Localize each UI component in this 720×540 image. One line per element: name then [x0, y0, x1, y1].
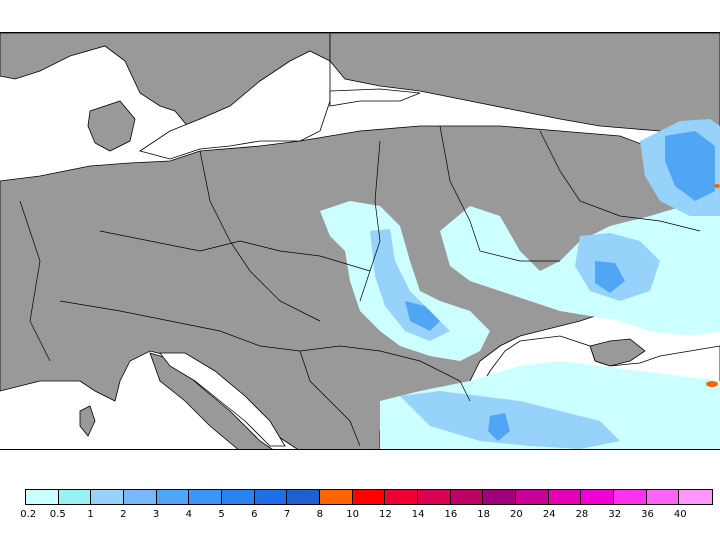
- legend-swatch: [156, 490, 190, 504]
- legend-tick-label: 40: [673, 509, 687, 520]
- legend-swatch: [450, 490, 484, 504]
- precipitation-layer: [320, 119, 720, 449]
- map-canvas: [0, 33, 720, 449]
- legend-swatch: [385, 490, 419, 504]
- precip-peak-2: [714, 184, 720, 188]
- legend-tick-label: 20: [510, 509, 523, 520]
- legend-swatch: [26, 490, 59, 504]
- legend-swatch: [418, 490, 451, 504]
- legend-swatch: [352, 490, 386, 504]
- legend-swatch: [124, 490, 157, 504]
- legend-tick-labels: 0.2 0.5 1 2 3 4 5 6 7 8 10 12 14 16 18 20 24 28 32 36 40: [20, 509, 713, 523]
- legend-swatch: [222, 490, 255, 504]
- legend-tick-label: 36: [641, 509, 654, 520]
- precip-core-4: [488, 413, 510, 441]
- legend-tick-label: 18: [477, 509, 491, 520]
- border-line: [19, 200, 51, 362]
- precip-core-2: [405, 301, 440, 331]
- border-line: [539, 130, 701, 232]
- baltic-sea: [139, 50, 331, 160]
- legend-tick-label: 3: [152, 509, 160, 520]
- border-line: [99, 230, 371, 272]
- legend-swatch: [483, 490, 517, 504]
- legend-tick-label: 10: [346, 509, 359, 520]
- precip-band-3: [575, 233, 660, 301]
- legend-tick-label: 5: [218, 509, 225, 520]
- legend-tick-label: 14: [411, 509, 425, 520]
- legend-swatch: [91, 490, 125, 504]
- legend-tick-label: 1: [87, 509, 94, 520]
- legend-swatch: [58, 490, 92, 504]
- precip-band-4: [400, 391, 620, 449]
- legend-swatch: [614, 490, 647, 504]
- finland-land: [329, 33, 720, 132]
- legend-tick-label: 0.2: [20, 509, 37, 520]
- legend-tick-label: 7: [283, 509, 291, 520]
- legend-tick-label: 6: [251, 509, 258, 520]
- borders-layer: [19, 125, 701, 447]
- legend-swatch: [287, 490, 321, 504]
- legend-tick-label: 28: [575, 509, 589, 520]
- legend-swatch: [646, 490, 680, 504]
- border-line: [439, 125, 560, 262]
- border-line: [379, 350, 471, 402]
- legend-tick-label: 0.5: [49, 509, 66, 520]
- legend-tick-label: 2: [120, 509, 127, 520]
- precip-core-3: [595, 261, 625, 293]
- legend-swatch: [189, 490, 223, 504]
- border-line: [59, 300, 381, 352]
- precip-peak-1: [706, 381, 718, 387]
- legend-tick-label: 32: [608, 509, 622, 520]
- gulf-of-finland: [329, 88, 421, 107]
- legend-tick-label: 24: [542, 509, 556, 520]
- border-line: [199, 150, 321, 322]
- legend-swatch: [548, 490, 582, 504]
- legend-swatch: [581, 490, 615, 504]
- precipitation-map: [0, 32, 720, 450]
- corsica-island: [79, 405, 96, 437]
- precip-core-1: [665, 131, 715, 201]
- legend-swatch: [679, 490, 713, 504]
- legend-swatch: [516, 490, 549, 504]
- legend-tick-label: 8: [316, 509, 324, 520]
- denmark-land: [87, 100, 136, 152]
- border-line: [299, 350, 361, 447]
- adriatic-sea: [159, 352, 286, 447]
- color-legend: [25, 489, 713, 505]
- border-line: [359, 140, 381, 302]
- legend-tick-label: 16: [444, 509, 458, 520]
- legend-tick-label: 4: [185, 509, 192, 520]
- legend-swatch: [320, 490, 353, 504]
- legend-swatch: [254, 490, 288, 504]
- legend-tick-label: 12: [379, 509, 392, 520]
- legend-colorbar: [25, 489, 713, 505]
